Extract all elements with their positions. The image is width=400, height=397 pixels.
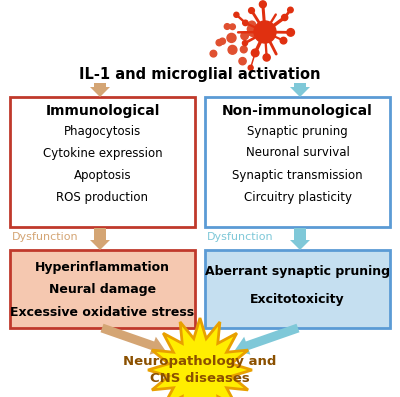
Circle shape: [242, 40, 248, 46]
FancyBboxPatch shape: [10, 97, 195, 227]
Circle shape: [287, 29, 294, 36]
Text: Neuropathology and
CNS diseases: Neuropathology and CNS diseases: [123, 355, 277, 385]
Polygon shape: [290, 228, 310, 250]
Polygon shape: [148, 318, 252, 397]
Polygon shape: [90, 228, 110, 250]
Circle shape: [247, 25, 254, 33]
Text: Dysfunction: Dysfunction: [12, 232, 79, 242]
Circle shape: [248, 65, 253, 70]
Text: Circuitry plasticity: Circuitry plasticity: [244, 191, 352, 204]
Circle shape: [228, 45, 237, 54]
Text: Neural damage: Neural damage: [49, 283, 156, 297]
Circle shape: [249, 8, 254, 13]
Circle shape: [239, 58, 246, 65]
Polygon shape: [90, 83, 110, 97]
Circle shape: [210, 50, 217, 57]
Circle shape: [230, 24, 235, 29]
Circle shape: [249, 29, 256, 37]
Circle shape: [216, 40, 222, 46]
Circle shape: [243, 20, 248, 26]
Text: Cytokine expression: Cytokine expression: [43, 146, 162, 160]
Circle shape: [224, 24, 230, 29]
Circle shape: [260, 1, 266, 8]
Text: Apoptosis: Apoptosis: [74, 168, 131, 181]
Circle shape: [219, 38, 226, 44]
Circle shape: [254, 21, 276, 43]
Text: Excitotoxicity: Excitotoxicity: [250, 293, 345, 306]
Circle shape: [234, 12, 239, 17]
Text: Hyperinflammation: Hyperinflammation: [35, 262, 170, 274]
Circle shape: [251, 49, 259, 57]
Text: Aberrant synaptic pruning: Aberrant synaptic pruning: [205, 266, 390, 279]
Circle shape: [227, 33, 236, 42]
Text: Synaptic transmission: Synaptic transmission: [232, 168, 363, 181]
Polygon shape: [100, 324, 165, 355]
FancyBboxPatch shape: [205, 97, 390, 227]
Text: Immunological: Immunological: [45, 104, 160, 118]
Circle shape: [248, 29, 254, 35]
FancyBboxPatch shape: [205, 250, 390, 328]
Text: Neuronal survival: Neuronal survival: [246, 146, 350, 160]
Text: Excessive oxidative stress: Excessive oxidative stress: [10, 306, 194, 318]
Text: Dysfunction: Dysfunction: [207, 232, 274, 242]
Text: IL-1 and microglial activation: IL-1 and microglial activation: [79, 67, 321, 83]
Circle shape: [240, 46, 247, 53]
Circle shape: [241, 32, 248, 40]
FancyBboxPatch shape: [10, 250, 195, 328]
Circle shape: [288, 7, 293, 13]
Polygon shape: [235, 324, 300, 355]
Text: Phagocytosis: Phagocytosis: [64, 125, 141, 137]
Text: ROS production: ROS production: [56, 191, 148, 204]
Text: Non-immunological: Non-immunological: [222, 104, 373, 118]
Polygon shape: [290, 83, 310, 97]
Circle shape: [248, 21, 256, 29]
Text: Synaptic pruning: Synaptic pruning: [247, 125, 348, 137]
Circle shape: [280, 37, 287, 44]
Circle shape: [263, 54, 270, 61]
Circle shape: [282, 14, 288, 21]
